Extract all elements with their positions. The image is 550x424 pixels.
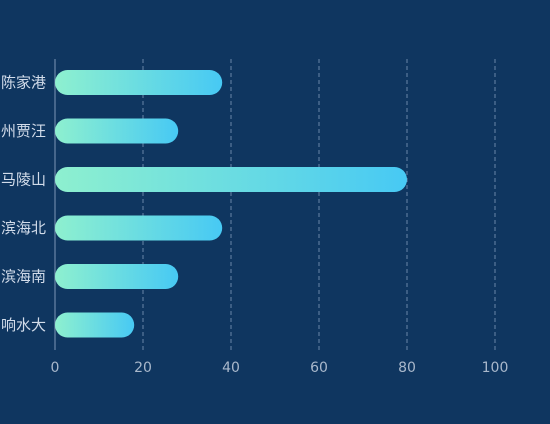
category-label: 滨海南 bbox=[1, 268, 46, 286]
x-tick-label: 20 bbox=[134, 360, 152, 376]
bar bbox=[55, 312, 135, 338]
category-label: 响水大 bbox=[1, 316, 46, 334]
x-tick-label: 100 bbox=[482, 360, 509, 376]
category-label: 滨海北 bbox=[1, 219, 46, 237]
bar bbox=[55, 264, 179, 289]
bar bbox=[55, 118, 179, 144]
bar bbox=[55, 70, 223, 95]
bar bbox=[55, 215, 223, 241]
x-tick-label: 80 bbox=[398, 360, 416, 376]
category-label: 马陵山 bbox=[1, 171, 46, 189]
x-tick-labels: 0 20 40 60 80 100 bbox=[51, 360, 509, 376]
bar bbox=[55, 167, 407, 192]
category-label: 州贾汪 bbox=[1, 122, 46, 140]
x-tick-label: 0 bbox=[51, 360, 60, 376]
x-tick-label: 60 bbox=[310, 360, 328, 376]
grid-lines bbox=[142, 59, 496, 350]
x-tick-label: 40 bbox=[222, 360, 240, 376]
category-label: 陈家港 bbox=[1, 74, 46, 92]
bars bbox=[55, 70, 407, 338]
category-labels: 响水大 滨海南 滨海北 马陵山 州贾汪 陈家港 bbox=[1, 74, 46, 335]
